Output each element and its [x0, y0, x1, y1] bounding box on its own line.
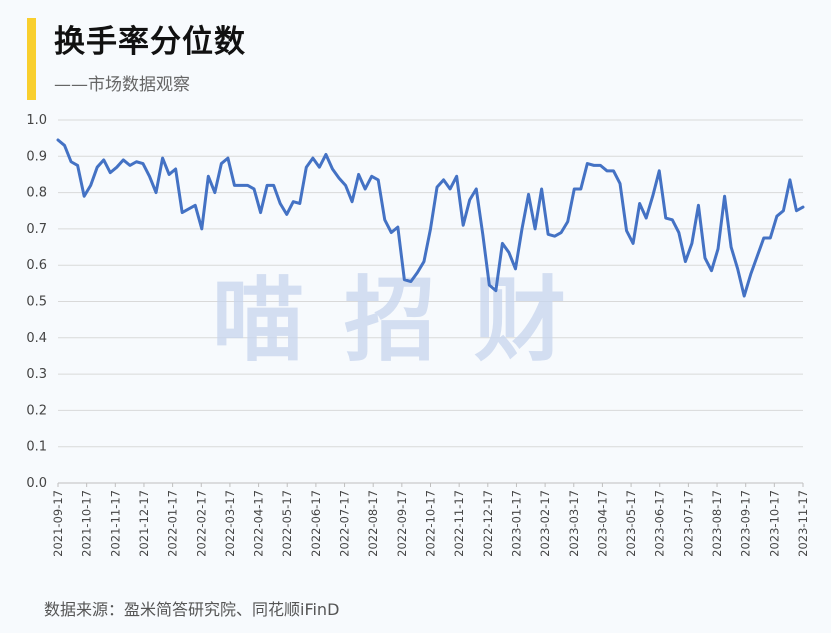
x-tick-label: 2023-07-17	[681, 490, 695, 557]
x-tick-label: 2022-11-17	[452, 490, 466, 557]
y-tick-label: 0.0	[26, 476, 47, 491]
x-tick-label: 2023-09-17	[739, 490, 753, 557]
y-tick-label: 0.5	[26, 295, 47, 310]
x-tick-label: 2022-07-17	[338, 490, 352, 557]
x-tick-label: 2021-10-17	[80, 490, 94, 557]
series-group	[56, 138, 805, 298]
x-tick-label: 2023-08-17	[710, 490, 724, 557]
y-tick-label: 0.6	[26, 258, 47, 273]
grid-lines	[58, 119, 803, 484]
x-tick-label: 2023-03-17	[567, 490, 581, 557]
x-tick-label: 2023-11-17	[796, 490, 810, 557]
x-tick-label: 2023-10-17	[767, 490, 781, 557]
y-tick-label: 0.9	[26, 149, 47, 164]
x-tick-label: 2023-05-17	[624, 490, 638, 557]
x-tick-label: 2022-10-17	[424, 490, 438, 557]
y-axis-ticks: 1.0 0.9 0.8 0.7 0.6 0.5 0.4 0.3 0.2 0.1 0.0	[26, 113, 47, 491]
source-note: 数据来源：盈米简答研究院、同花顺iFinD	[44, 600, 340, 619]
x-tick-label: 2023-06-17	[653, 490, 667, 557]
x-tick-label: 2023-01-17	[509, 490, 523, 557]
watermark-char: 喵	[212, 267, 304, 374]
x-tick-label: 2021-11-17	[108, 490, 122, 557]
x-tick-label: 2023-04-17	[595, 490, 609, 557]
page-subtitle: ——市场数据观察	[54, 75, 190, 95]
watermark-char: 招	[344, 267, 436, 374]
x-tick-label: 2022-12-17	[481, 490, 495, 557]
x-tick-label: 2022-05-17	[280, 490, 294, 557]
x-tick-label: 2022-09-17	[395, 490, 409, 557]
x-tick-label: 2021-09-17	[51, 490, 65, 557]
x-tick-label: 2022-06-17	[309, 490, 323, 557]
x-tick-label: 2022-02-17	[194, 490, 208, 557]
x-tick-label: 2022-08-17	[366, 490, 380, 557]
watermark: 喵招财	[212, 267, 566, 374]
x-tick-label: 2022-04-17	[252, 490, 266, 557]
y-tick-label: 0.7	[26, 222, 47, 237]
x-tick-label: 2021-12-17	[137, 490, 151, 557]
y-tick-label: 1.0	[26, 113, 47, 128]
series-line	[56, 138, 805, 298]
y-tick-label: 0.3	[26, 367, 47, 382]
x-tick-label: 2022-03-17	[223, 490, 237, 557]
y-tick-label: 0.1	[26, 440, 47, 455]
x-axis-ticks: 2021-09-17 2021-10-17 2021-11-17 2021-12-17…	[51, 483, 810, 557]
x-tick-label: 2022-01-17	[166, 490, 180, 557]
accent-bar	[27, 18, 36, 100]
y-tick-label: 0.8	[26, 186, 47, 201]
turnover-percentile-chart: 喵招财 1.0 0.9 0.8 0.7 0.6 0.5 0.4 0.3 0.2 0.1 0.0 20…	[26, 113, 810, 557]
y-tick-label: 0.2	[26, 403, 47, 418]
page-title: 换手率分位数	[54, 24, 246, 60]
y-tick-label: 0.4	[26, 331, 47, 346]
x-tick-label: 2023-02-17	[538, 490, 552, 557]
